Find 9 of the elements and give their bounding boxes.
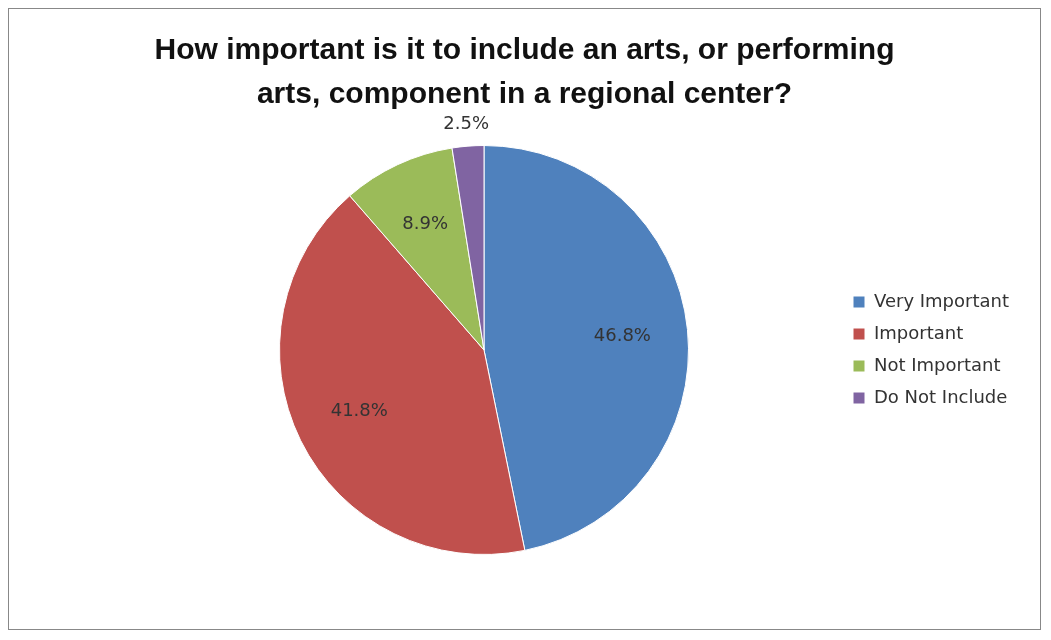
legend-label: Not Important: [874, 353, 1001, 375]
data-label: 41.8%: [330, 399, 388, 421]
chart-title: How important is it to include an arts, or performing arts, component in a regional center?: [154, 32, 895, 109]
data-label: 8.9%: [402, 211, 449, 233]
legend-label: Do Not Include: [874, 385, 1008, 407]
data-label: 46.8%: [593, 323, 651, 345]
data-label: 2.5%: [443, 111, 490, 133]
legend-label: Important: [874, 321, 964, 343]
legend-label: Very Important: [874, 289, 1009, 311]
